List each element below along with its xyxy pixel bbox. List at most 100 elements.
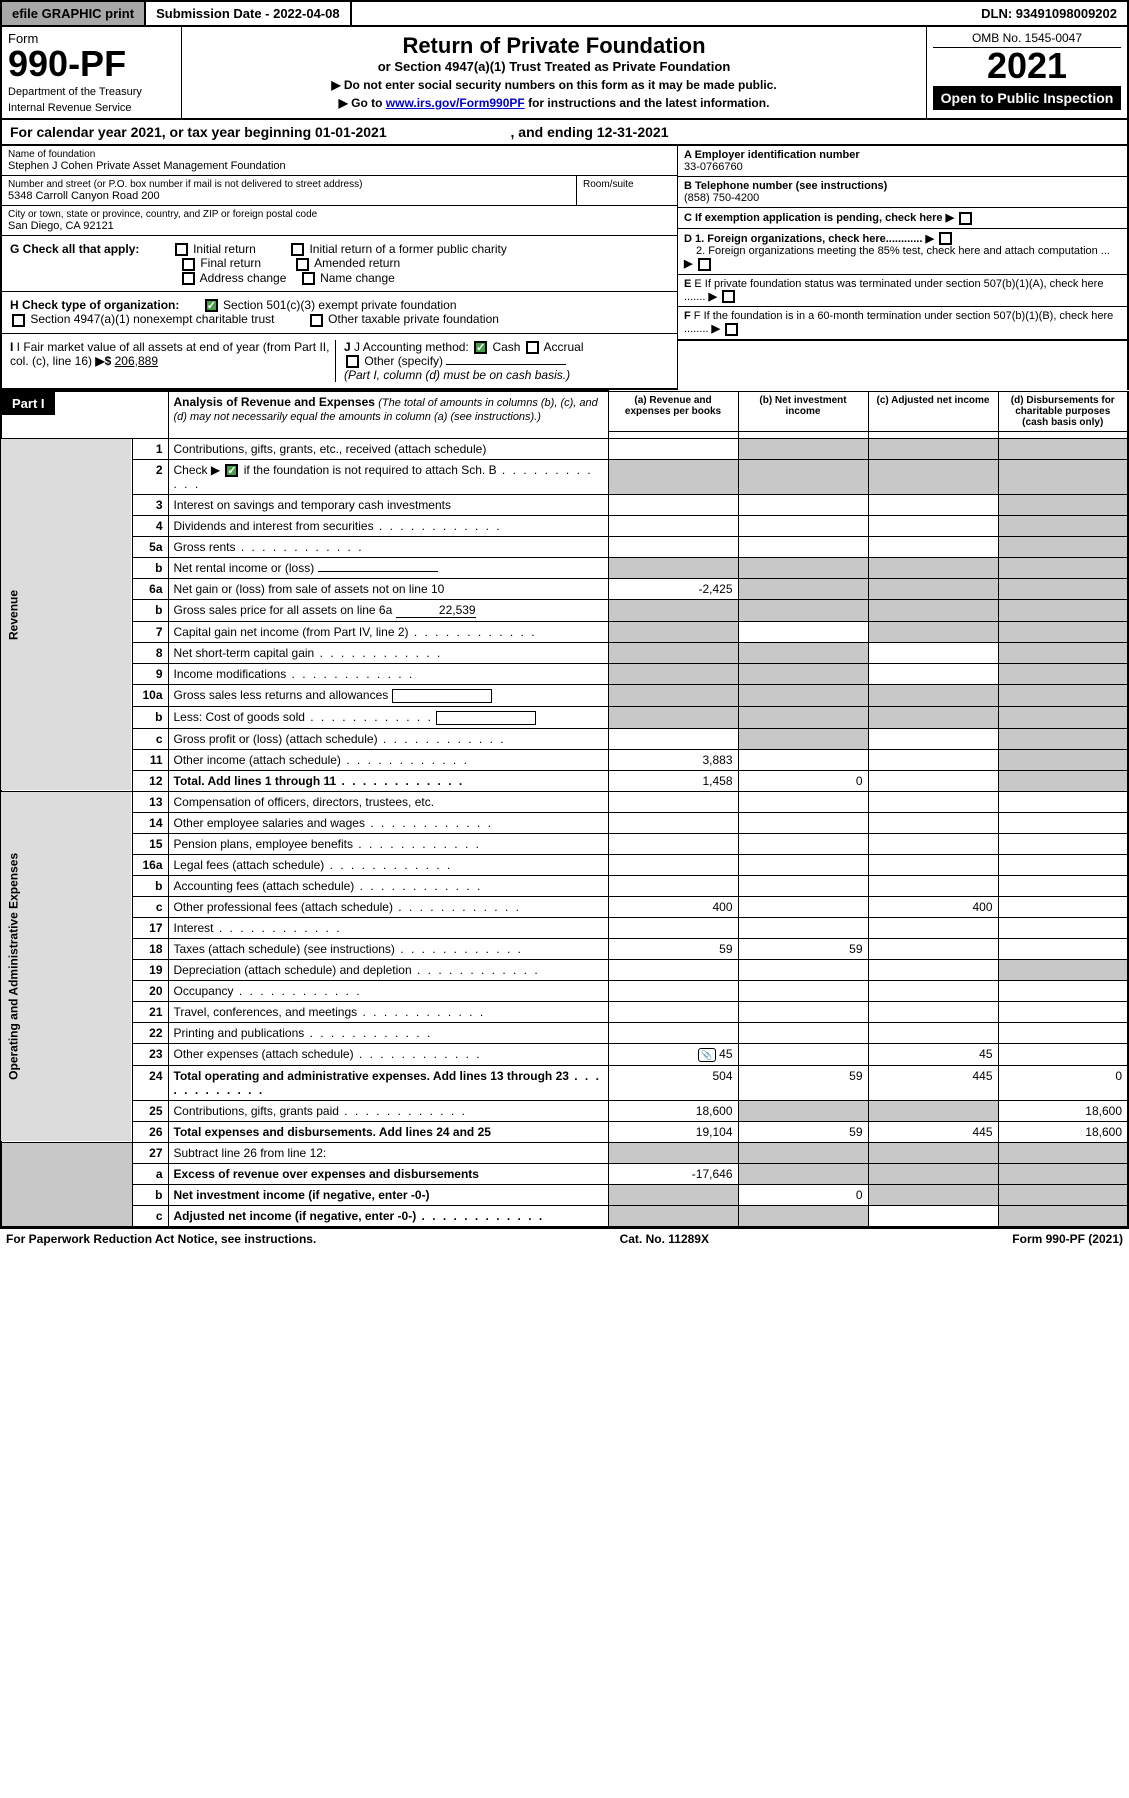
- table-row: 9Income modifications: [1, 664, 1128, 685]
- year-begin: 01-01-2021: [315, 124, 387, 140]
- note-ssn: ▶ Do not enter social security numbers o…: [192, 78, 916, 92]
- checkbox-501c3[interactable]: [205, 299, 218, 312]
- r6a-val: -2,425: [608, 579, 738, 600]
- part1-title: Analysis of Revenue and Expenses: [174, 395, 375, 409]
- table-row: bNet investment income (if negative, ent…: [1, 1184, 1128, 1205]
- attachment-icon[interactable]: 📎: [698, 1048, 716, 1062]
- checkbox-other-method[interactable]: [346, 355, 359, 368]
- foundation-city: San Diego, CA 92121: [8, 220, 671, 232]
- footer-left: For Paperwork Reduction Act Notice, see …: [6, 1232, 316, 1246]
- col-b-header: (b) Net investment income: [738, 391, 868, 431]
- r18-b: 59: [738, 938, 868, 959]
- r12-a: 1,458: [608, 770, 738, 791]
- r24-a: 504: [608, 1065, 738, 1100]
- table-row: 4Dividends and interest from securities: [1, 516, 1128, 537]
- checkbox-initial-former[interactable]: [291, 243, 304, 256]
- checkbox-amended[interactable]: [296, 258, 309, 271]
- table-row: 5aGross rents: [1, 537, 1128, 558]
- table-row: bNet rental income or (loss): [1, 558, 1128, 579]
- checkbox-other-taxable[interactable]: [310, 314, 323, 327]
- col-c-header: (c) Adjusted net income: [868, 391, 998, 431]
- form-number: 990-PF: [8, 46, 175, 82]
- checkbox-accrual[interactable]: [526, 341, 539, 354]
- table-row: 14Other employee salaries and wages: [1, 812, 1128, 833]
- r27b-b: 0: [738, 1184, 868, 1205]
- table-row: 11Other income (attach schedule)3,883: [1, 749, 1128, 770]
- table-row: Operating and Administrative Expenses 13…: [1, 791, 1128, 812]
- table-row: bLess: Cost of goods sold: [1, 706, 1128, 728]
- checkbox-initial[interactable]: [175, 243, 188, 256]
- checkbox-name-change[interactable]: [302, 272, 315, 285]
- table-row: 20Occupancy: [1, 980, 1128, 1001]
- table-row: 2 Check ▶ if the foundation is not requi…: [1, 459, 1128, 494]
- addr-label: Number and street (or P.O. box number if…: [8, 179, 570, 190]
- checkbox-e[interactable]: [722, 290, 735, 303]
- table-row: 23Other expenses (attach schedule)📎 4545: [1, 1043, 1128, 1065]
- checkbox-d2[interactable]: [698, 258, 711, 271]
- checkbox-cash[interactable]: [474, 341, 487, 354]
- table-row: 6aNet gain or (loss) from sale of assets…: [1, 579, 1128, 600]
- r26-a: 19,104: [608, 1121, 738, 1142]
- part1-table: Part I Analysis of Revenue and Expenses …: [0, 390, 1129, 1227]
- r26-c: 445: [868, 1121, 998, 1142]
- note-link: ▶ Go to www.irs.gov/Form990PF for instru…: [192, 96, 916, 110]
- form-title: Return of Private Foundation: [192, 33, 916, 59]
- irs-label: Internal Revenue Service: [8, 102, 175, 114]
- instructions-link[interactable]: www.irs.gov/Form990PF: [386, 96, 525, 110]
- checkbox-d1[interactable]: [939, 232, 952, 245]
- checkbox-final[interactable]: [182, 258, 195, 271]
- foundation-name: Stephen J Cohen Private Asset Management…: [8, 160, 671, 172]
- calendar-year-row: For calendar year 2021, or tax year begi…: [0, 120, 1129, 146]
- g-check-row: G Check all that apply: Initial return I…: [2, 236, 677, 292]
- table-row: 3Interest on savings and temporary cash …: [1, 495, 1128, 516]
- year-end: 12-31-2021: [597, 124, 669, 140]
- r6b-inline: 22,539: [396, 603, 476, 618]
- checkbox-address[interactable]: [182, 272, 195, 285]
- r26-b: 59: [738, 1121, 868, 1142]
- h-check-row: H Check type of organization: Section 50…: [2, 292, 677, 334]
- expenses-section-label: Operating and Administrative Expenses: [1, 791, 132, 1142]
- table-row: 27Subtract line 26 from line 12:: [1, 1142, 1128, 1163]
- checkbox-c[interactable]: [959, 212, 972, 225]
- r16c-a: 400: [608, 896, 738, 917]
- revenue-section-label: Revenue: [1, 438, 132, 791]
- form-subtitle: or Section 4947(a)(1) Trust Treated as P…: [192, 59, 916, 74]
- part1-label: Part I: [2, 392, 55, 415]
- footer-center: Cat. No. 11289X: [620, 1232, 709, 1246]
- page-footer: For Paperwork Reduction Act Notice, see …: [0, 1228, 1129, 1249]
- fmv-value: 206,889: [115, 354, 158, 368]
- efile-print-button[interactable]: efile GRAPHIC print: [2, 2, 146, 25]
- checkbox-f[interactable]: [725, 323, 738, 336]
- dept-label: Department of the Treasury: [8, 86, 175, 98]
- table-row: 25Contributions, gifts, grants paid18,60…: [1, 1100, 1128, 1121]
- r26-d: 18,600: [998, 1121, 1128, 1142]
- table-row: 26Total expenses and disbursements. Add …: [1, 1121, 1128, 1142]
- col-d-header: (d) Disbursements for charitable purpose…: [998, 391, 1128, 431]
- r18-a: 59: [608, 938, 738, 959]
- foundation-addr: 5348 Carroll Canyon Road 200: [8, 190, 570, 202]
- r16c-c: 400: [868, 896, 998, 917]
- table-row: 12Total. Add lines 1 through 111,4580: [1, 770, 1128, 791]
- table-row: cAdjusted net income (if negative, enter…: [1, 1205, 1128, 1227]
- room-label: Room/suite: [583, 179, 671, 190]
- topbar: efile GRAPHIC print Submission Date - 20…: [0, 0, 1129, 27]
- checkbox-4947[interactable]: [12, 314, 25, 327]
- table-row: 10aGross sales less returns and allowanc…: [1, 685, 1128, 707]
- table-row: 21Travel, conferences, and meetings: [1, 1001, 1128, 1022]
- ij-row: I I Fair market value of all assets at e…: [2, 334, 677, 391]
- r27a-a: -17,646: [608, 1163, 738, 1184]
- table-row: 15Pension plans, employee benefits: [1, 833, 1128, 854]
- name-label: Name of foundation: [8, 149, 671, 160]
- table-row: 16aLegal fees (attach schedule): [1, 854, 1128, 875]
- table-row: cGross profit or (loss) (attach schedule…: [1, 728, 1128, 749]
- table-row: 17Interest: [1, 917, 1128, 938]
- checkbox-sch-b[interactable]: [225, 464, 238, 477]
- form-header: Form 990-PF Department of the Treasury I…: [0, 27, 1129, 120]
- tax-year: 2021: [933, 48, 1121, 84]
- table-row: Revenue 1 Contributions, gifts, grants, …: [1, 438, 1128, 459]
- table-row: 19Depreciation (attach schedule) and dep…: [1, 959, 1128, 980]
- ein-value: 33-0766760: [684, 161, 743, 173]
- dln-label: DLN: 93491098009202: [971, 2, 1127, 25]
- r23-c: 45: [868, 1043, 998, 1065]
- r24-b: 59: [738, 1065, 868, 1100]
